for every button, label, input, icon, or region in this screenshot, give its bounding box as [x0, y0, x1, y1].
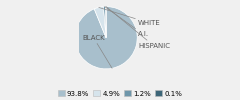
Wedge shape — [75, 7, 137, 69]
Wedge shape — [103, 7, 106, 38]
Legend: 93.8%, 4.9%, 1.2%, 0.1%: 93.8%, 4.9%, 1.2%, 0.1% — [58, 90, 182, 96]
Text: HISPANIC: HISPANIC — [106, 7, 170, 49]
Wedge shape — [94, 7, 106, 38]
Text: A.I.: A.I. — [105, 7, 149, 37]
Text: BLACK: BLACK — [82, 35, 112, 68]
Text: WHITE: WHITE — [99, 7, 161, 26]
